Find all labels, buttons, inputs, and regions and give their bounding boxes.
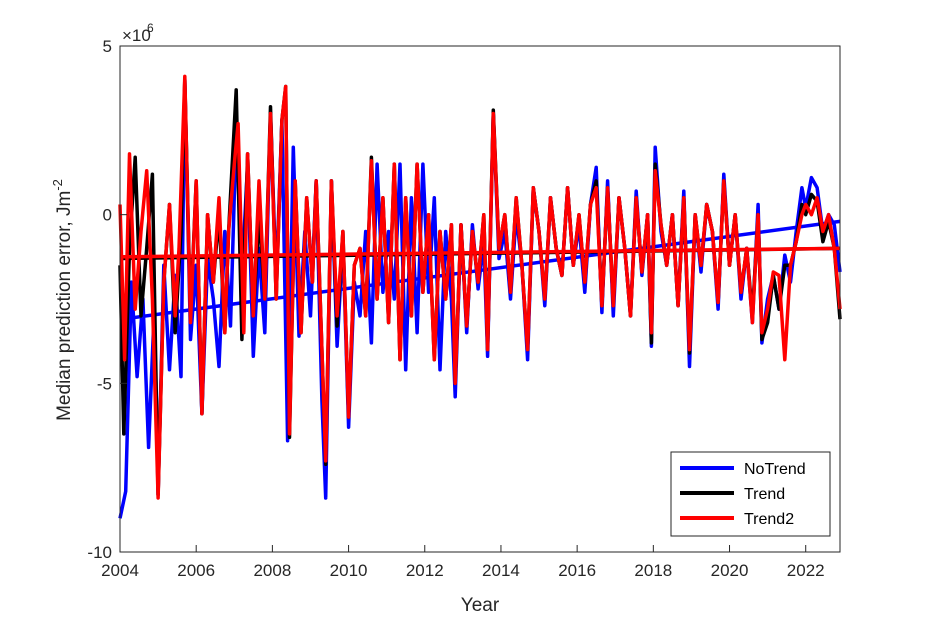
y-axis-label: Median prediction error, Jm-2 [50,179,75,421]
x-tick-label: 2016 [558,561,596,580]
x-tick-label: 2018 [634,561,672,580]
x-tick-label: 2014 [482,561,520,580]
tick-layer: 2004 2006 2008 2010 2012 2014 2016 2018 2020 2022… [87,37,824,580]
x-axis-label: Year [461,595,500,616]
y-tick-label: 0 [103,206,112,225]
y-axis-label-exponent: -2 [50,179,65,191]
x-tick-label: 2006 [177,561,215,580]
legend: NoTrend Trend Trend2 [670,451,831,537]
x-tick-label: 2008 [253,561,291,580]
y-axis-label-main: Median prediction error, Jm [54,191,75,421]
x-tick-label: 2020 [711,561,749,580]
y-tick-label: -5 [97,374,112,393]
x-tick-label: 2010 [330,561,368,580]
x-tick-label: 2022 [787,561,825,580]
legend-label-notrend: NoTrend [744,461,806,478]
series-layer [118,74,842,519]
x-tick-label: 2012 [406,561,444,580]
legend-label-trend: Trend [744,486,785,503]
y-multiplier-prefix: ×10 [122,26,151,45]
plot-frame [119,45,841,553]
y-multiplier-exponent: 6 [147,21,154,35]
y-tick-label: -10 [87,543,112,562]
series-line-trend2 [118,74,842,500]
y-tick-label: 5 [103,37,112,56]
legend-label-trend2: Trend2 [744,511,794,528]
x-tick-label: 2004 [101,561,139,580]
